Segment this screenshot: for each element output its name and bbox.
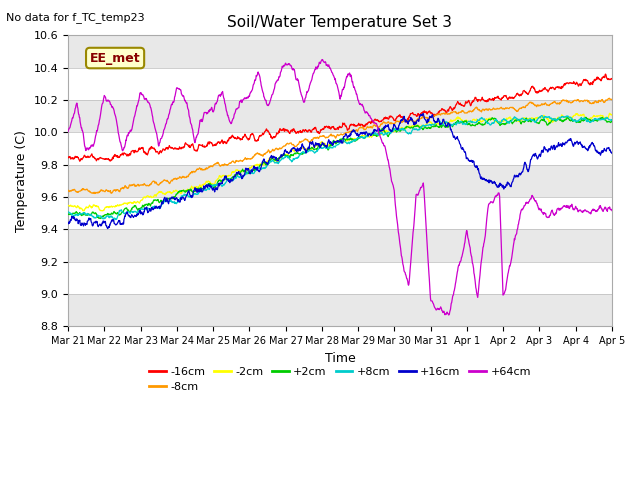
Bar (68, 132, 612, 165)
Text: EE_met: EE_met (90, 51, 140, 64)
Title: Soil/Water Temperature Set 3: Soil/Water Temperature Set 3 (227, 15, 452, 30)
Bar (68, 229, 612, 262)
Bar (68, 36, 612, 68)
Bar (68, 68, 612, 100)
Bar (68, 294, 612, 326)
Bar (68, 197, 612, 229)
Bar (68, 262, 612, 294)
Text: No data for f_TC_temp23: No data for f_TC_temp23 (6, 12, 145, 23)
Y-axis label: Temperature (C): Temperature (C) (15, 130, 28, 232)
X-axis label: Time: Time (324, 352, 355, 365)
Bar (68, 165, 612, 197)
Bar (68, 100, 612, 132)
Legend: -16cm, -8cm, -2cm, +2cm, +8cm, +16cm, +64cm: -16cm, -8cm, -2cm, +2cm, +8cm, +16cm, +6… (145, 362, 536, 396)
